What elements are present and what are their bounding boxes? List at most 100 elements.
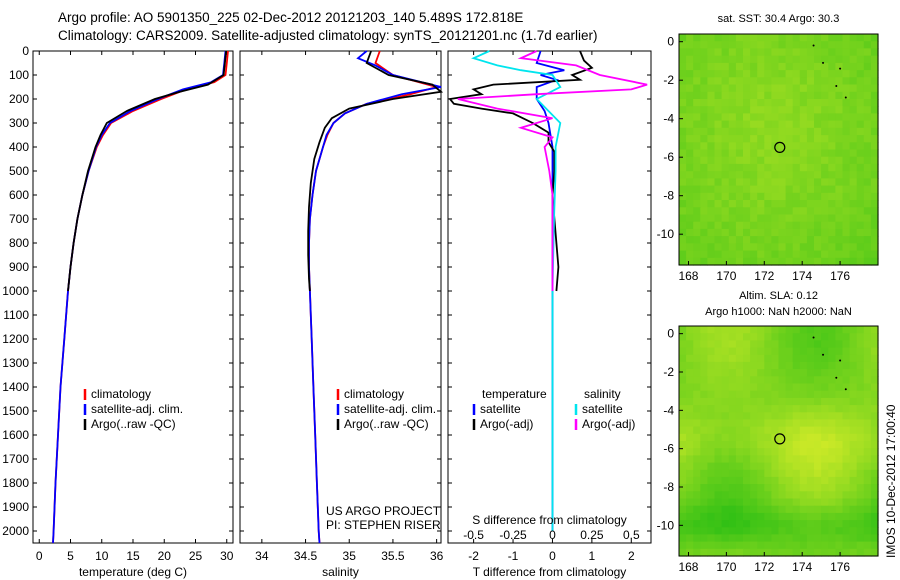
map-cell <box>700 441 708 449</box>
map-cell <box>778 340 787 349</box>
map-cell <box>728 548 737 557</box>
map-cell <box>750 433 758 442</box>
depth-tick-label: 100 <box>9 68 29 82</box>
map-cell <box>728 455 737 464</box>
map-cell <box>799 541 808 550</box>
map-cell <box>707 228 716 237</box>
map-cell <box>856 48 865 57</box>
map-cell <box>721 476 730 485</box>
map-cell <box>700 120 708 129</box>
map-cell <box>778 361 787 370</box>
map-cell <box>792 548 801 557</box>
map-cell <box>743 412 751 421</box>
map-cell <box>870 405 879 413</box>
map-cell <box>743 221 751 230</box>
map-cell <box>735 200 744 208</box>
map-cell <box>792 441 801 449</box>
map-cell <box>693 156 701 165</box>
map-cell <box>835 340 844 349</box>
map-cell <box>693 106 701 114</box>
map-cell <box>771 77 780 86</box>
map-cell <box>757 91 765 100</box>
map-cell <box>849 340 858 349</box>
depth-tick-label: 1500 <box>2 404 29 418</box>
map-cell <box>757 62 765 71</box>
map-cell <box>700 397 708 406</box>
map-cell <box>856 376 865 385</box>
map-cell <box>707 34 716 42</box>
map-cell <box>792 55 801 64</box>
map-cell <box>778 257 787 266</box>
map-cell <box>757 236 765 244</box>
map-cell <box>849 534 858 543</box>
map-cell <box>707 163 716 172</box>
map-cell <box>721 207 730 216</box>
map-cell <box>842 142 851 151</box>
map-cell <box>764 534 772 543</box>
map-cell <box>863 397 872 406</box>
map-cell <box>835 41 844 49</box>
map-cell <box>679 34 687 42</box>
map-cell <box>842 484 851 492</box>
map-cell <box>778 448 787 456</box>
map-cell <box>757 412 765 421</box>
map-cell <box>828 512 836 521</box>
map-cell <box>757 149 765 158</box>
map-cell <box>806 484 815 492</box>
map-cell <box>721 120 730 129</box>
legend-group-title: salinity <box>584 387 621 401</box>
map-cell <box>792 120 801 129</box>
map-cell <box>721 236 730 244</box>
map-cell <box>721 441 730 449</box>
map-cell <box>778 135 787 143</box>
map-cell <box>700 369 708 377</box>
map-cell <box>714 185 723 194</box>
map-cell <box>757 99 765 107</box>
map-cell <box>828 127 836 136</box>
map-cell <box>863 520 872 528</box>
map-cell <box>707 120 716 129</box>
map-cell <box>835 243 844 252</box>
map-cell <box>849 192 858 201</box>
map-cell <box>700 534 708 543</box>
map-cell <box>785 469 794 478</box>
map-cell <box>828 376 836 385</box>
map-y-tick-label: -2 <box>663 73 674 87</box>
map-cell <box>821 214 829 223</box>
map-cell <box>750 397 758 406</box>
map-cell <box>835 512 844 521</box>
map-cell <box>707 347 716 356</box>
map-cell <box>750 135 758 143</box>
map-cell <box>842 512 851 521</box>
map-cell <box>771 84 780 93</box>
map-cell <box>721 214 730 223</box>
map-cell <box>799 192 808 201</box>
map-cell <box>707 541 716 550</box>
map-cell <box>849 91 858 100</box>
map-cell <box>792 484 801 492</box>
map-cell <box>799 62 808 71</box>
map-cell <box>707 498 716 507</box>
map-cell <box>693 455 701 464</box>
map-cell <box>792 106 801 114</box>
map-cell <box>679 142 687 151</box>
map-cell <box>728 91 737 100</box>
map-cell <box>679 476 687 485</box>
map-cell <box>686 354 694 363</box>
map-cell <box>693 412 701 421</box>
map-cell <box>870 228 879 237</box>
map-cell <box>679 498 687 507</box>
map-cell <box>863 354 872 363</box>
map-cell <box>828 354 836 363</box>
map-cell <box>814 340 822 349</box>
map-cell <box>821 340 829 349</box>
map-cell <box>849 462 858 471</box>
map-cell <box>785 390 794 399</box>
map-cell <box>792 113 801 122</box>
map-cell <box>714 243 723 252</box>
map-cell <box>707 185 716 194</box>
map-cell <box>842 84 851 93</box>
map-cell <box>828 433 836 442</box>
map-cell <box>750 376 758 385</box>
map-cell <box>757 185 765 194</box>
